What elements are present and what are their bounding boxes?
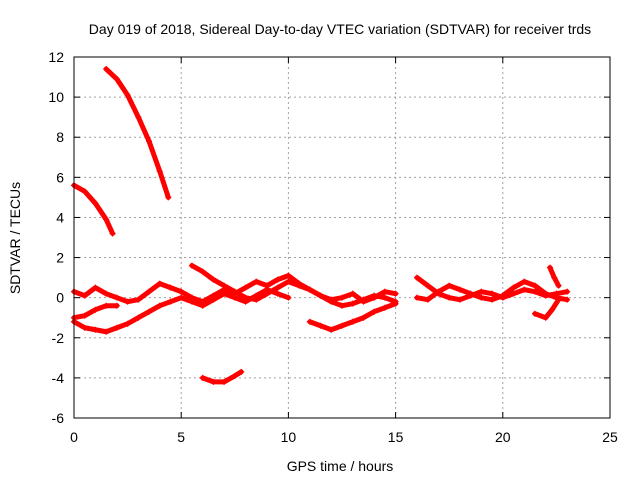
y-tick-label: 0 bbox=[56, 290, 64, 306]
series-trace bbox=[532, 297, 562, 321]
series-arc-3 bbox=[199, 368, 245, 385]
x-tick-label: 10 bbox=[281, 429, 297, 445]
chart-title: Day 019 of 2018, Sidereal Day-to-day VTE… bbox=[89, 21, 591, 37]
series-trace bbox=[307, 301, 399, 333]
series-arc-1 bbox=[71, 182, 116, 237]
data-points bbox=[71, 66, 571, 385]
series-trace bbox=[71, 303, 120, 321]
x-tick-label: 5 bbox=[177, 429, 185, 445]
x-tick-label: 20 bbox=[495, 429, 511, 445]
series-arc-2 bbox=[103, 66, 172, 201]
y-tick-label: 12 bbox=[48, 49, 64, 65]
y-tick-label: -2 bbox=[52, 330, 65, 346]
x-axis-label: GPS time / hours bbox=[287, 458, 394, 474]
y-tick-label: -6 bbox=[52, 410, 65, 426]
series-trace bbox=[414, 279, 570, 303]
y-tick-label: 8 bbox=[56, 129, 64, 145]
series-arc-12 bbox=[546, 264, 562, 289]
grid bbox=[74, 57, 610, 418]
x-tick-label: 25 bbox=[602, 429, 618, 445]
series-trace bbox=[103, 66, 171, 200]
plot-border bbox=[73, 56, 611, 419]
y-tick-label: -4 bbox=[52, 370, 65, 386]
y-axis-label: SDTVAR / TECUs bbox=[7, 182, 23, 294]
series-arc-9 bbox=[414, 274, 571, 303]
series-arc-6 bbox=[71, 302, 120, 321]
series-trace bbox=[414, 275, 570, 303]
axis-ticks: -6 -4 -2 0 2 4 6 8 10 12 0 5 10 15 20 25 bbox=[48, 49, 618, 445]
series-trace bbox=[547, 265, 562, 289]
y-tick-label: 10 bbox=[48, 89, 64, 105]
series-arc-8 bbox=[306, 300, 399, 333]
series-trace bbox=[71, 182, 116, 236]
y-tick-label: 6 bbox=[56, 169, 64, 185]
series-arc-10 bbox=[414, 278, 571, 303]
series-arc-11 bbox=[531, 296, 562, 321]
x-tick-label: 15 bbox=[388, 429, 404, 445]
x-tick-label: 0 bbox=[70, 429, 78, 445]
series-trace bbox=[189, 263, 399, 309]
y-tick-label: 2 bbox=[56, 250, 64, 266]
y-tick-label: 4 bbox=[56, 209, 64, 225]
series-trace bbox=[200, 369, 244, 385]
